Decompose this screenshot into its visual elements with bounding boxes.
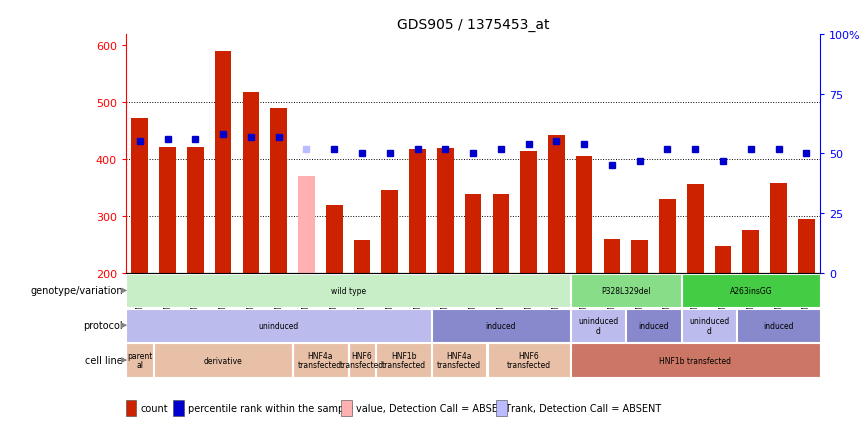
Bar xyxy=(798,220,815,273)
Bar xyxy=(155,344,292,377)
Text: value, Detection Call = ABSENT: value, Detection Call = ABSENT xyxy=(356,403,511,413)
Text: percentile rank within the sample: percentile rank within the sample xyxy=(188,403,353,413)
Text: cell line: cell line xyxy=(85,355,123,365)
Text: uninduced
d: uninduced d xyxy=(578,316,618,335)
Bar xyxy=(682,274,819,307)
Bar xyxy=(571,274,681,307)
Text: wild type: wild type xyxy=(331,286,365,295)
Text: parent
al: parent al xyxy=(127,351,153,369)
Bar xyxy=(437,148,454,273)
Bar xyxy=(127,274,569,307)
Bar xyxy=(298,177,315,273)
Bar xyxy=(377,344,431,377)
Bar xyxy=(488,344,569,377)
Text: HNF1b
transfected: HNF1b transfected xyxy=(382,351,425,369)
Bar xyxy=(126,400,136,416)
Bar xyxy=(242,93,260,273)
Bar xyxy=(571,309,625,342)
Bar xyxy=(326,205,343,273)
Text: HNF6
transfected: HNF6 transfected xyxy=(340,351,384,369)
Text: protocol: protocol xyxy=(83,321,123,330)
Bar xyxy=(159,147,176,273)
Bar xyxy=(187,147,204,273)
Bar xyxy=(575,157,593,273)
Text: uninduced
d: uninduced d xyxy=(689,316,729,335)
Bar xyxy=(571,344,819,377)
Bar xyxy=(464,195,482,273)
Bar xyxy=(659,200,676,273)
Bar xyxy=(770,184,787,273)
Bar xyxy=(270,108,287,273)
Text: HNF4a
transfected: HNF4a transfected xyxy=(299,351,342,369)
Bar xyxy=(548,135,565,273)
Text: rank, Detection Call = ABSENT: rank, Detection Call = ABSENT xyxy=(511,403,661,413)
Bar xyxy=(293,344,347,377)
Bar xyxy=(432,309,569,342)
Bar xyxy=(131,119,148,273)
Bar xyxy=(409,150,426,273)
Bar xyxy=(738,309,819,342)
Bar xyxy=(341,400,352,416)
Title: GDS905 / 1375453_at: GDS905 / 1375453_at xyxy=(397,18,549,32)
Bar xyxy=(687,184,704,273)
Bar xyxy=(432,344,486,377)
Bar xyxy=(742,231,760,273)
Bar xyxy=(349,344,375,377)
Bar xyxy=(127,344,153,377)
Bar xyxy=(381,191,398,273)
Bar xyxy=(520,151,537,273)
Text: derivative: derivative xyxy=(204,356,242,365)
Bar xyxy=(603,239,621,273)
Bar xyxy=(714,246,732,273)
Text: A263insGG: A263insGG xyxy=(729,286,773,295)
Bar xyxy=(682,309,736,342)
Text: HNF4a
transfected: HNF4a transfected xyxy=(437,351,481,369)
Bar xyxy=(631,240,648,273)
Bar xyxy=(492,195,510,273)
Text: induced: induced xyxy=(485,321,516,330)
Bar xyxy=(496,400,507,416)
Text: HNF1b transfected: HNF1b transfected xyxy=(660,356,731,365)
Text: uninduced: uninduced xyxy=(259,321,299,330)
Bar xyxy=(353,240,371,273)
Text: count: count xyxy=(141,403,168,413)
Text: induced: induced xyxy=(638,321,669,330)
Bar xyxy=(627,309,681,342)
Bar xyxy=(174,400,184,416)
Text: P328L329del: P328L329del xyxy=(601,286,651,295)
Text: HNF6
transfected: HNF6 transfected xyxy=(507,351,550,369)
Text: genotype/variation: genotype/variation xyxy=(30,286,123,296)
Text: induced: induced xyxy=(763,321,794,330)
Bar xyxy=(214,52,232,273)
Bar xyxy=(127,309,431,342)
